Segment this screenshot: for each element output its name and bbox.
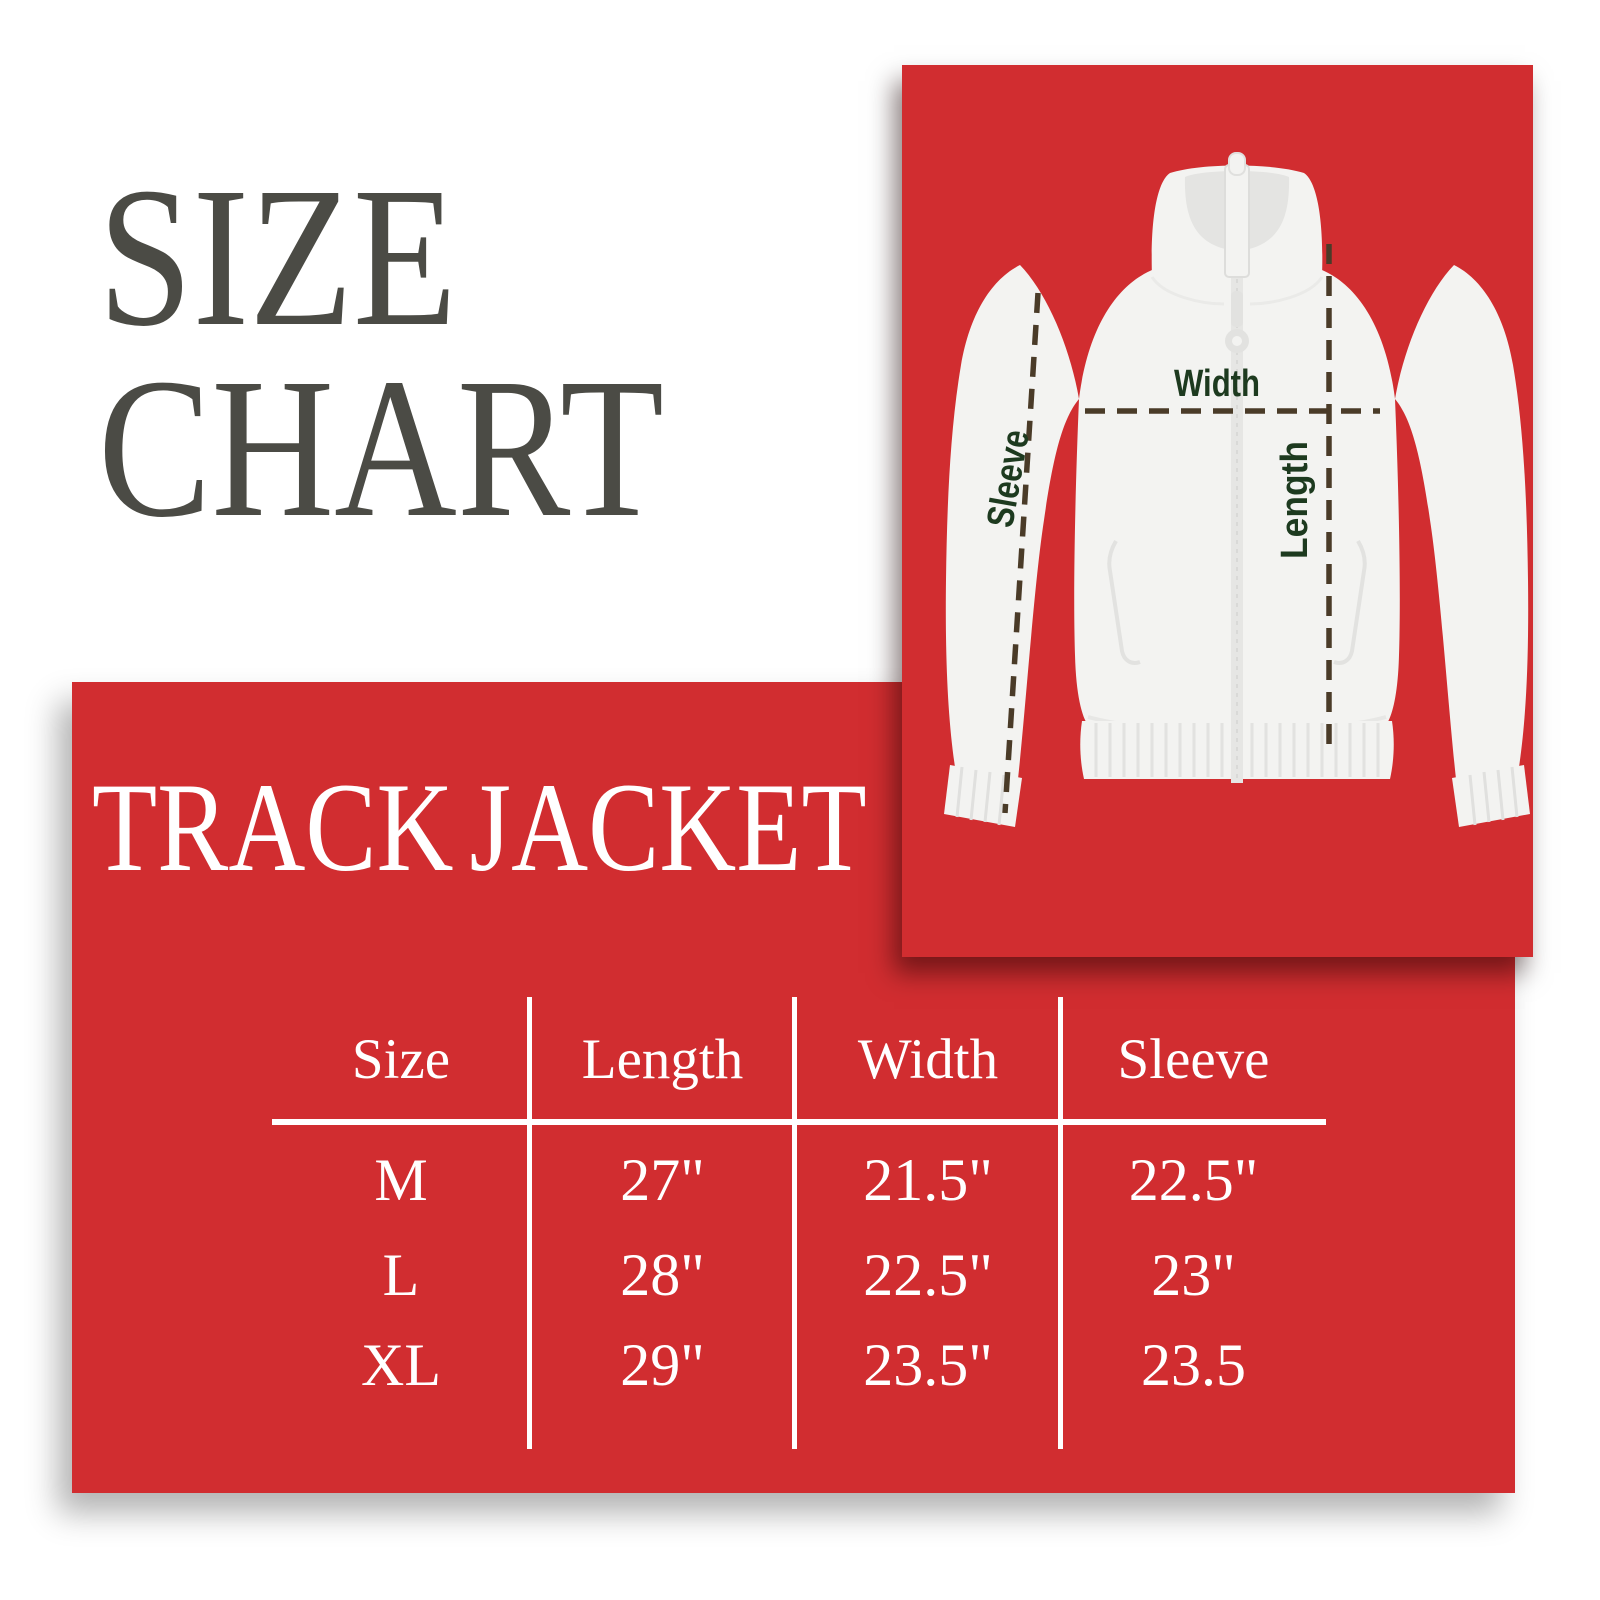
table-divider-vertical-1 <box>527 997 532 1449</box>
row-l-width: 22.5" <box>863 1241 993 1308</box>
row-xl-sleeve: 23.5 <box>1141 1331 1246 1398</box>
track-jacket-illustration: Width Sleeve Length <box>944 152 1530 827</box>
col-header-length: Length <box>581 1028 744 1091</box>
col-header-sleeve: Sleeve <box>1117 1028 1270 1091</box>
right-cuff-ribbing <box>1468 766 1519 826</box>
left-cuff-ribbing <box>955 766 1006 826</box>
diagram-width-label: Width <box>1174 363 1260 405</box>
sleeve-measure-line <box>1002 292 1041 814</box>
page-title-line-1: SIZE <box>98 147 457 368</box>
row-xl-width: 23.5" <box>863 1331 993 1398</box>
size-table-grid: Size Length Width Sleeve M 27" 21.5" 22.… <box>272 997 1326 1418</box>
col-header-size: Size <box>351 1028 451 1091</box>
row-l-length: 28" <box>620 1241 705 1308</box>
row-l-sleeve: 23" <box>1151 1241 1236 1308</box>
page-title-line-2: CHART <box>98 338 664 559</box>
panel-title: TRACK JACKET <box>92 758 867 898</box>
row-xl-size: XL <box>361 1331 441 1398</box>
row-xl-length: 29" <box>620 1331 705 1398</box>
size-table: Size Length Width Sleeve M 27" 21.5" 22.… <box>272 997 1326 1449</box>
hem-ribbing <box>1094 723 1380 777</box>
row-l-size: L <box>382 1241 420 1308</box>
col-header-width: Width <box>857 1028 999 1091</box>
row-m-length: 27" <box>620 1146 705 1213</box>
diagram-length-label: Length <box>1274 441 1316 559</box>
row-m-width: 21.5" <box>863 1146 993 1213</box>
jacket-diagram-card: Width Sleeve Length <box>902 65 1533 957</box>
table-divider-vertical-3 <box>1058 997 1063 1449</box>
row-m-size: M <box>374 1146 428 1213</box>
row-m-sleeve: 22.5" <box>1128 1146 1259 1213</box>
table-divider-vertical-2 <box>792 997 797 1449</box>
table-divider-horizontal <box>272 1119 1326 1125</box>
